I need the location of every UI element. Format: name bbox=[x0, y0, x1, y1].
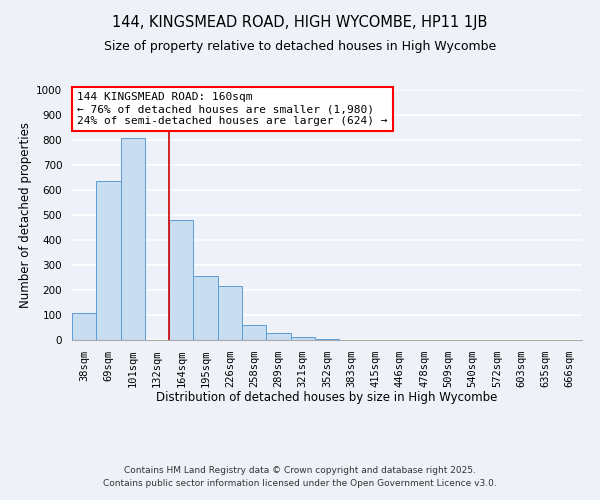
Text: Size of property relative to detached houses in High Wycombe: Size of property relative to detached ho… bbox=[104, 40, 496, 53]
Bar bbox=[169, 220, 193, 340]
Bar bbox=[72, 312, 96, 340]
Bar bbox=[193, 276, 218, 340]
Bar bbox=[242, 325, 266, 340]
Bar bbox=[96, 181, 121, 340]
Text: 144, KINGSMEAD ROAD, HIGH WYCOMBE, HP11 1JB: 144, KINGSMEAD ROAD, HIGH WYCOMBE, HP11 … bbox=[112, 15, 488, 30]
Text: 144 KINGSMEAD ROAD: 160sqm
← 76% of detached houses are smaller (1,980)
24% of s: 144 KINGSMEAD ROAD: 160sqm ← 76% of deta… bbox=[77, 92, 388, 126]
Bar bbox=[121, 138, 145, 340]
X-axis label: Distribution of detached houses by size in High Wycombe: Distribution of detached houses by size … bbox=[157, 392, 497, 404]
Y-axis label: Number of detached properties: Number of detached properties bbox=[19, 122, 32, 308]
Bar bbox=[315, 339, 339, 340]
Bar bbox=[218, 286, 242, 340]
Text: Contains HM Land Registry data © Crown copyright and database right 2025.
Contai: Contains HM Land Registry data © Crown c… bbox=[103, 466, 497, 487]
Bar bbox=[290, 337, 315, 340]
Bar bbox=[266, 333, 290, 340]
